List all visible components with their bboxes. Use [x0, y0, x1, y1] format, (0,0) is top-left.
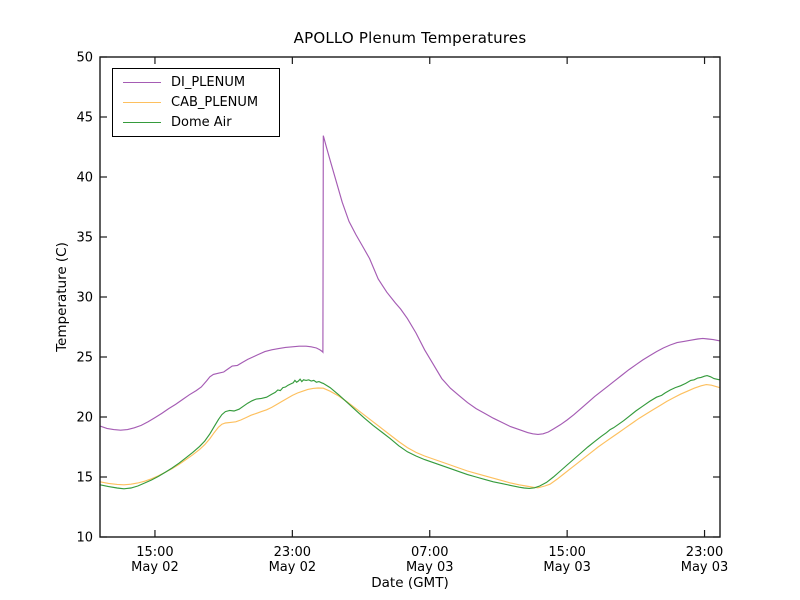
x-tick-date-label: May 03: [406, 560, 454, 575]
series-line-di-plenum: [100, 135, 720, 435]
y-tick-label: 30: [76, 291, 93, 306]
cab-plenum-line-swatch: [123, 101, 161, 103]
di-plenum-line-swatch: [123, 81, 161, 83]
x-tick-time-label: 23:00: [274, 545, 311, 560]
y-tick-label: 10: [76, 531, 93, 546]
legend-label-di-plenum: DI_PLENUM: [171, 74, 246, 90]
x-tick-date-label: May 03: [543, 560, 591, 575]
y-tick-label: 20: [76, 411, 93, 426]
y-tick-label: 40: [76, 171, 93, 186]
x-tick-date-label: May 03: [681, 560, 729, 575]
y-tick-label: 50: [76, 51, 93, 66]
x-tick-date-label: May 02: [131, 560, 179, 575]
legend-label-cab-plenum: CAB_PLENUM: [171, 94, 259, 110]
legend-item-di-plenum: DI_PLENUM: [117, 72, 273, 92]
y-tick-label: 45: [76, 111, 93, 126]
series-line-dome-air: [100, 375, 720, 490]
legend: DI_PLENUM CAB_PLENUM Dome Air: [112, 68, 280, 137]
x-tick-time-label: 15:00: [136, 545, 173, 560]
y-axis-label: Temperature (C): [54, 242, 70, 352]
x-tick-time-label: 15:00: [548, 545, 585, 560]
y-tick-label: 15: [76, 471, 93, 486]
legend-item-cab-plenum: CAB_PLENUM: [117, 92, 273, 112]
dome-air-line-swatch: [123, 121, 161, 123]
series-line-cab-plenum: [100, 384, 720, 489]
x-tick-time-label: 23:00: [686, 545, 723, 560]
x-tick-date-label: May 02: [269, 560, 317, 575]
legend-label-dome-air: Dome Air: [171, 114, 232, 130]
y-tick-label: 35: [76, 231, 93, 246]
y-tick-label: 25: [76, 351, 93, 366]
chart-title: APOLLO Plenum Temperatures: [293, 29, 527, 47]
legend-item-dome-air: Dome Air: [117, 112, 273, 132]
x-axis-label: Date (GMT): [371, 575, 449, 591]
x-tick-time-label: 07:00: [411, 545, 448, 560]
